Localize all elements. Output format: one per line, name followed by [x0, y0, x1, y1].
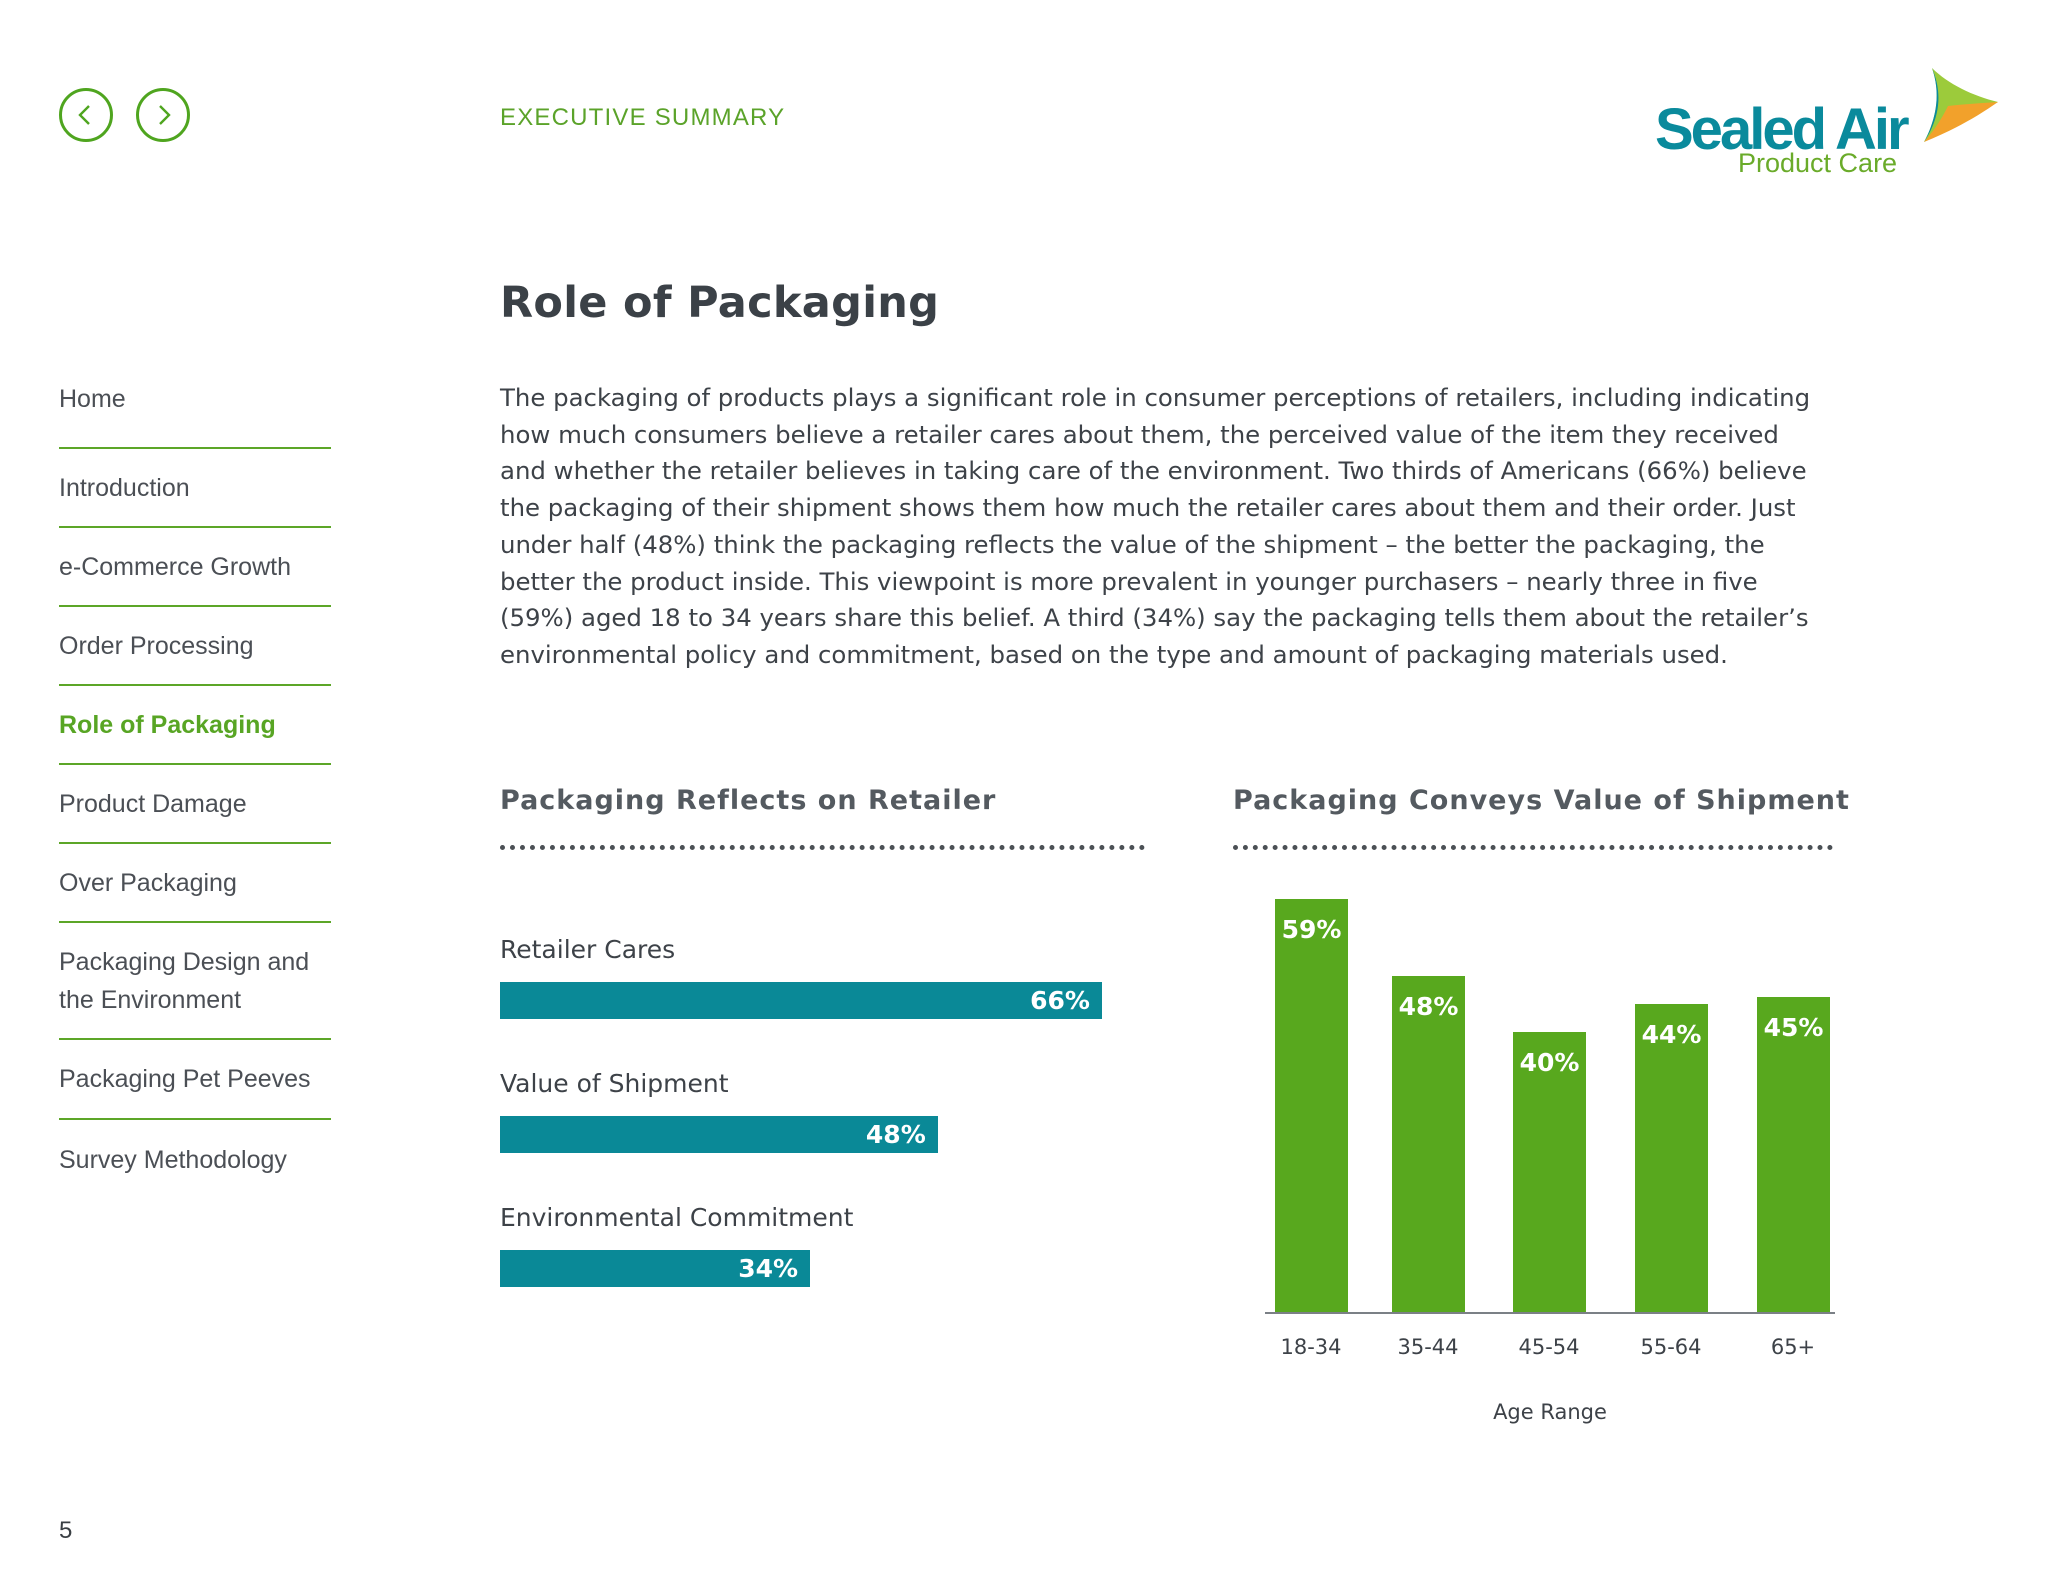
logo-subtitle: Product Care — [1738, 148, 1898, 178]
x-tick-label: 65+ — [1770, 1335, 1816, 1359]
column-value-label: 59% — [1281, 915, 1342, 944]
body-paragraph: The packaging of products plays a signif… — [500, 383, 1811, 669]
column-value-label: 40% — [1519, 1048, 1580, 1077]
bar-category-label: Retailer Cares — [500, 935, 676, 964]
page-number: 5 — [59, 1517, 73, 1544]
bar: 66% — [500, 982, 1102, 1019]
bar-category-label: Environmental Commitment — [500, 1203, 854, 1232]
dotted-divider — [1233, 845, 1833, 850]
chevron-right-icon — [159, 105, 171, 125]
column-bar: 59% — [1275, 899, 1348, 1312]
column-bar: 40% — [1513, 1032, 1586, 1312]
bar: 34% — [500, 1250, 811, 1287]
sidebar-item-packaging-pet-peeves[interactable]: Packaging Pet Peeves — [59, 1040, 331, 1120]
next-page-button[interactable] — [136, 88, 190, 142]
bar-value-label: 48% — [865, 1120, 926, 1149]
x-axis-label: Age Range — [1493, 1400, 1607, 1424]
dotted-divider — [500, 845, 1145, 850]
x-tick-label: 35-44 — [1397, 1335, 1459, 1359]
bar-value-label: 34% — [738, 1254, 799, 1283]
sidebar-item-packaging-design-environment[interactable]: Packaging Design and the Environment — [59, 923, 331, 1040]
sealed-air-logo: Sealed Air Product Care — [1655, 66, 2000, 186]
prev-page-button[interactable] — [59, 88, 113, 142]
chart-title-retailer: Packaging Reflects on Retailer — [500, 785, 997, 816]
bar-value-label: 66% — [1030, 986, 1090, 1015]
sidebar-nav: Home Introduction e-Commerce Growth Orde… — [59, 370, 331, 1199]
column-value-label: 44% — [1641, 1020, 1702, 1049]
sidebar-item-introduction[interactable]: Introduction — [59, 449, 331, 528]
sidebar-item-product-damage[interactable]: Product Damage — [59, 765, 331, 844]
column-bar: 44% — [1635, 1004, 1708, 1312]
sidebar-item-survey-methodology[interactable]: Survey Methodology — [59, 1145, 287, 1174]
bar: 48% — [500, 1116, 938, 1153]
column-bar: 48% — [1392, 976, 1465, 1312]
page-title: Role of Packaging — [500, 278, 940, 328]
column-value-label: 48% — [1398, 992, 1459, 1021]
column-value-label: 45% — [1763, 1013, 1824, 1042]
x-tick-label: 18-34 — [1280, 1335, 1342, 1359]
chevron-left-icon — [78, 105, 90, 125]
section-label: EXECUTIVE SUMMARY — [500, 104, 786, 131]
logo-name: Sealed Air — [1655, 97, 1910, 162]
bar-category-label: Value of Shipment — [500, 1069, 729, 1098]
sidebar-item-role-of-packaging[interactable]: Role of Packaging — [59, 686, 331, 765]
x-tick-label: 55-64 — [1640, 1335, 1702, 1359]
x-tick-label: 45-54 — [1518, 1335, 1580, 1359]
sidebar-item-home[interactable]: Home — [59, 370, 331, 449]
column-bar: 45% — [1757, 997, 1830, 1312]
sail-logo-icon — [1924, 68, 1998, 142]
sidebar-item-ecommerce-growth[interactable]: e-Commerce Growth — [59, 528, 331, 607]
sidebar-item-over-packaging[interactable]: Over Packaging — [59, 844, 331, 923]
x-axis-line — [1265, 1312, 1835, 1314]
sidebar-item-order-processing[interactable]: Order Processing — [59, 607, 331, 686]
chart-title-value-shipment: Packaging Conveys Value of Shipment — [1233, 785, 1850, 816]
